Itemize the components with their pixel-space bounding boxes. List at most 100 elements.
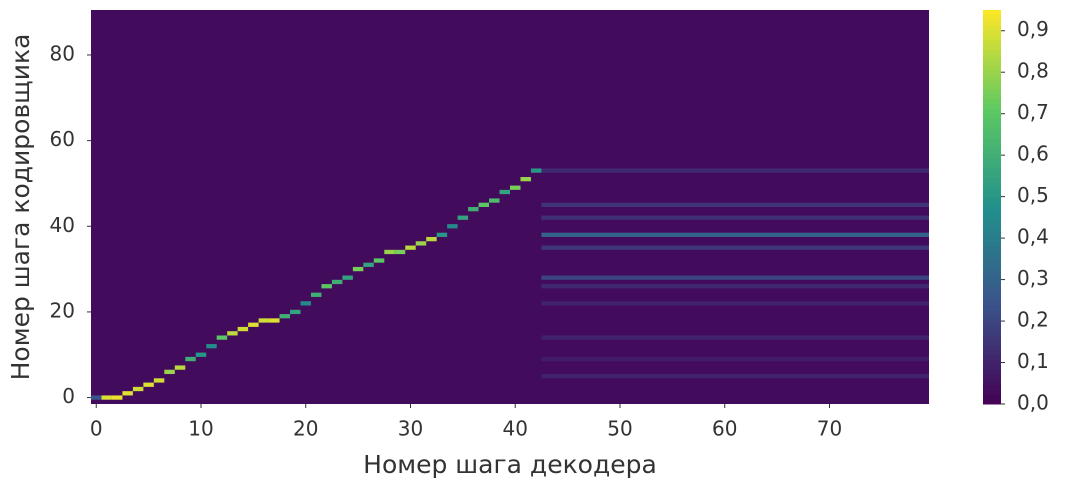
colorbar-segment (983, 394, 1001, 400)
alignment-cell (342, 275, 353, 280)
alignment-cell (248, 322, 259, 327)
x-tick-label: 60 (712, 417, 737, 441)
colorbar-segment (983, 88, 1001, 95)
colorbar-segment (983, 177, 1001, 183)
streak-cell (541, 335, 929, 340)
colorbar-segment (983, 93, 1001, 100)
alignment-cell (185, 356, 196, 362)
colorbar-segment (983, 142, 1001, 149)
colorbar-segment (983, 24, 1001, 31)
alignment-cell (510, 185, 521, 190)
alignment-cell (405, 245, 416, 250)
alignment-cell (331, 279, 343, 285)
colorbar-segment (983, 216, 1001, 223)
colorbar-segment (983, 108, 1001, 114)
colorbar-segment (983, 211, 1001, 218)
colorbar-segment (983, 335, 1001, 341)
alignment-cell (91, 395, 102, 400)
colorbar-segment (983, 34, 1001, 41)
streak-cell (541, 301, 929, 306)
colorbar-segment (983, 10, 1001, 16)
alignment-cell (300, 301, 311, 306)
alignment-cell (520, 177, 531, 182)
colorbar-segment (983, 14, 1001, 21)
streak-cell (541, 374, 929, 379)
colorbar-segment (983, 103, 1001, 109)
colorbar-segment (983, 187, 1001, 193)
colorbar-segment (983, 271, 1001, 277)
colorbar-segment (983, 59, 1001, 65)
alignment-cell (373, 258, 385, 263)
alignment-cell (143, 382, 154, 387)
alignment-cell (530, 168, 542, 173)
alignment-cell (447, 224, 458, 229)
alignment-cell (132, 386, 144, 392)
streak-cell (541, 215, 929, 220)
colorbar-tick-label: 0,0 (1017, 391, 1049, 415)
y-tick-label: 40 (50, 213, 75, 237)
colorbar-tick-label: 0,5 (1017, 183, 1049, 207)
colorbar-segment (983, 202, 1001, 208)
y-tick-label: 0 (62, 384, 75, 408)
colorbar-segment (983, 64, 1001, 70)
colorbar-segment (983, 290, 1001, 297)
colorbar-segment (983, 344, 1001, 351)
colorbar-segment (983, 300, 1001, 306)
colorbar-segment (983, 113, 1001, 119)
alignment-cell (164, 369, 175, 375)
alignment-cell (457, 215, 469, 220)
colorbar-segment (983, 231, 1001, 238)
colorbar-segment (983, 261, 1001, 267)
alignment-cell (426, 236, 437, 242)
colorbar-segment (983, 295, 1001, 302)
colorbar-segment (983, 29, 1001, 36)
alignment-cell (195, 352, 207, 357)
alignment-cell (384, 249, 395, 255)
colorbar-segment (983, 320, 1001, 326)
colorbar-segment (983, 325, 1001, 331)
alignment-cell (153, 378, 165, 383)
colorbar-segment (983, 182, 1001, 188)
colorbar-segment (983, 379, 1001, 385)
colorbar-segment (983, 197, 1001, 203)
colorbar-segment (983, 266, 1001, 272)
colorbar-segment (983, 364, 1001, 371)
colorbar-segment (983, 128, 1001, 134)
alignment-cell (321, 284, 332, 289)
colorbar-segment (983, 251, 1001, 257)
colorbar-segment (983, 330, 1001, 336)
colorbar-segment (983, 83, 1001, 90)
alignment-cell (310, 292, 322, 297)
alignment-cell (468, 207, 479, 212)
alignment-cell (237, 326, 249, 332)
colorbar-segment (983, 98, 1001, 105)
colorbar-segment (983, 192, 1001, 198)
alignment-cell (363, 262, 374, 267)
colorbar-segment (983, 354, 1001, 361)
colorbar-segment (983, 167, 1001, 174)
x-tick-label: 50 (607, 417, 632, 441)
colorbar-segment (983, 384, 1001, 390)
alignment-cell (206, 344, 217, 349)
x-tick-label: 0 (90, 417, 103, 441)
colorbar-segment (983, 138, 1001, 144)
colorbar-segment (983, 246, 1001, 252)
alignment-cell (227, 331, 238, 336)
streak-cell (541, 168, 929, 173)
colorbar-segment (983, 133, 1001, 139)
alignment-cell (352, 266, 364, 272)
colorbar-segment (983, 315, 1001, 321)
streak-cell (541, 202, 929, 207)
colorbar-segment (983, 78, 1001, 85)
colorbar-segment (983, 226, 1001, 233)
colorbar-segment (983, 54, 1001, 60)
colorbar-segment (983, 19, 1001, 26)
alignment-cell (489, 198, 500, 203)
colorbar-segment (983, 280, 1001, 287)
alignment-cell (111, 395, 123, 400)
colorbar-tick-label: 0,3 (1017, 266, 1049, 290)
streak-cell (541, 232, 929, 237)
alignment-cell (269, 318, 280, 323)
streak-cell (541, 275, 929, 280)
